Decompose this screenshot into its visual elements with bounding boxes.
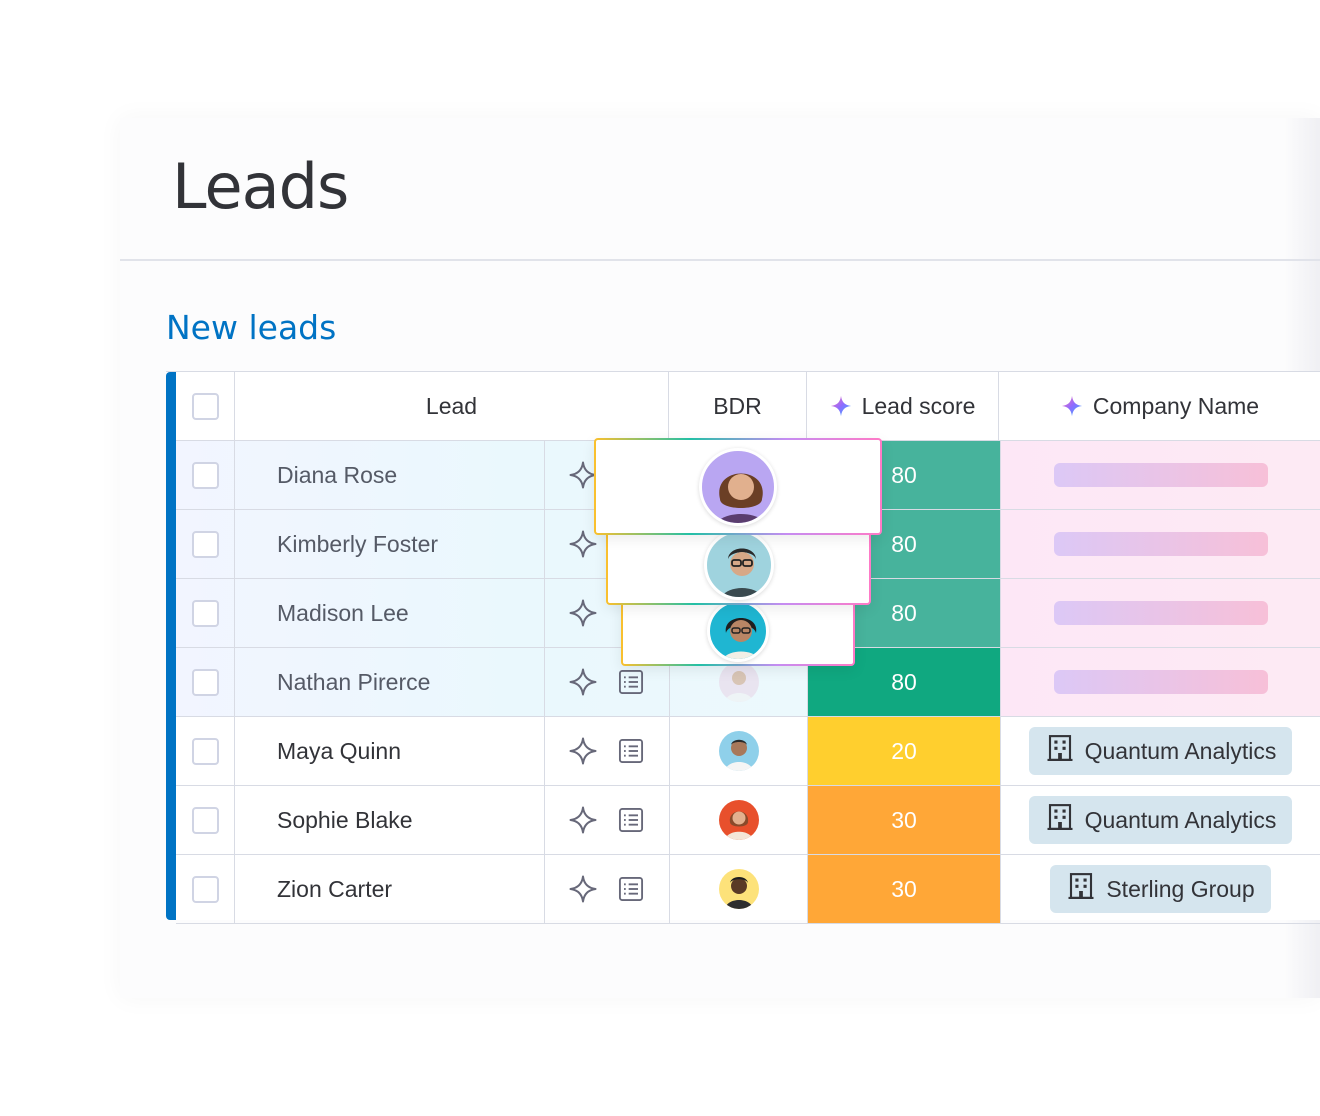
- row-actions: [545, 786, 670, 854]
- column-header-company-name[interactable]: Company Name: [1000, 372, 1320, 440]
- building-icon: [1066, 871, 1096, 907]
- row-checkbox[interactable]: [191, 737, 219, 765]
- page-title: Leads: [172, 150, 349, 223]
- bdr-popup-card[interactable]: [594, 438, 882, 535]
- company-loading-skeleton: [1053, 463, 1268, 487]
- lead-name[interactable]: Nathan Pirerce: [235, 648, 545, 716]
- row-actions: [545, 717, 670, 785]
- table-row[interactable]: Sophie Blake 30 Quantum Analytics: [176, 786, 1320, 855]
- row-checkbox[interactable]: [191, 806, 219, 834]
- company-cell[interactable]: Quantum Analytics: [1000, 717, 1320, 785]
- avatar: [718, 731, 759, 771]
- leads-table: Lead BDR Lead score Company Name Diana R…: [166, 371, 1320, 924]
- company-cell[interactable]: [1000, 648, 1320, 716]
- bdr-cell[interactable]: [670, 855, 808, 923]
- company-cell[interactable]: Sterling Group: [1000, 855, 1320, 923]
- column-header-lead-score[interactable]: Lead score: [807, 372, 999, 440]
- row-checkbox[interactable]: [191, 461, 219, 489]
- sparkle-outline-icon[interactable]: [567, 597, 599, 629]
- lead-name[interactable]: Zion Carter: [235, 855, 545, 923]
- row-checkbox[interactable]: [191, 599, 219, 627]
- company-chip[interactable]: Quantum Analytics: [1028, 796, 1293, 844]
- avatar: [718, 662, 759, 702]
- column-header-lead-score-label: Lead score: [861, 392, 976, 419]
- avatar: [703, 530, 774, 600]
- bdr-cell[interactable]: [670, 786, 808, 854]
- avatar: [718, 800, 759, 840]
- table-row[interactable]: Maya Quinn 20 Quantum Analytics: [176, 717, 1320, 786]
- lead-name[interactable]: Diana Rose: [235, 441, 545, 509]
- bdr-popup-card[interactable]: [621, 596, 855, 666]
- header-divider: [120, 259, 1320, 261]
- table-header: Lead BDR Lead score Company Name: [176, 372, 1320, 441]
- bdr-cell[interactable]: [670, 648, 808, 716]
- sparkle-outline-icon[interactable]: [567, 735, 599, 767]
- avatar: [699, 447, 777, 526]
- row-actions: [545, 855, 670, 923]
- company-chip[interactable]: Quantum Analytics: [1028, 727, 1293, 775]
- lead-score-cell[interactable]: 20: [808, 717, 1000, 785]
- sparkle-outline-icon[interactable]: [567, 528, 599, 560]
- company-loading-skeleton: [1053, 601, 1268, 625]
- select-all-checkbox[interactable]: [191, 392, 219, 420]
- column-header-lead[interactable]: Lead: [235, 372, 669, 440]
- sparkle-outline-icon[interactable]: [567, 873, 599, 905]
- column-header-company-name-label: Company Name: [1092, 392, 1260, 419]
- lead-name[interactable]: Madison Lee: [235, 579, 545, 647]
- company-loading-skeleton: [1053, 532, 1268, 556]
- company-name: Quantum Analytics: [1084, 806, 1277, 833]
- company-cell[interactable]: [1000, 579, 1320, 647]
- bdr-popup-card[interactable]: [606, 525, 871, 605]
- company-loading-skeleton: [1053, 670, 1268, 694]
- lead-name[interactable]: Sophie Blake: [235, 786, 545, 854]
- table-row[interactable]: Zion Carter 30 Sterling Group: [176, 855, 1320, 924]
- company-chip[interactable]: Sterling Group: [1050, 865, 1271, 913]
- sparkle-outline-icon[interactable]: [567, 804, 599, 836]
- lead-name[interactable]: Kimberly Foster: [235, 510, 545, 578]
- row-checkbox[interactable]: [191, 530, 219, 558]
- group-title[interactable]: New leads: [166, 308, 337, 347]
- header-checkbox-cell: [176, 372, 235, 440]
- building-icon: [1045, 733, 1075, 769]
- lead-score-cell[interactable]: 30: [808, 786, 1000, 854]
- lead-score-cell[interactable]: 30: [808, 855, 1000, 923]
- avatar: [718, 869, 759, 909]
- building-icon: [1045, 802, 1075, 838]
- company-name: Quantum Analytics: [1084, 737, 1277, 764]
- lead-name[interactable]: Maya Quinn: [235, 717, 545, 785]
- sparkle-outline-icon[interactable]: [567, 666, 599, 698]
- list-doc-icon[interactable]: [615, 873, 647, 905]
- company-name: Sterling Group: [1106, 875, 1255, 902]
- row-checkbox[interactable]: [191, 875, 219, 903]
- row-checkbox[interactable]: [191, 668, 219, 696]
- company-cell[interactable]: Quantum Analytics: [1000, 786, 1320, 854]
- table-row[interactable]: Nathan Pirerce 80: [176, 648, 1320, 717]
- list-doc-icon[interactable]: [615, 804, 647, 836]
- sparkle-outline-icon[interactable]: [567, 459, 599, 491]
- company-cell[interactable]: [1000, 441, 1320, 509]
- ai-sparkle-icon: [830, 395, 852, 417]
- row-actions: [545, 648, 670, 716]
- group-color-bar: [166, 372, 176, 920]
- column-header-bdr[interactable]: BDR: [669, 372, 807, 440]
- ai-sparkle-icon: [1061, 395, 1083, 417]
- list-doc-icon[interactable]: [615, 735, 647, 767]
- list-doc-icon[interactable]: [615, 666, 647, 698]
- bdr-cell[interactable]: [670, 717, 808, 785]
- avatar: [707, 600, 769, 662]
- company-cell[interactable]: [1000, 510, 1320, 578]
